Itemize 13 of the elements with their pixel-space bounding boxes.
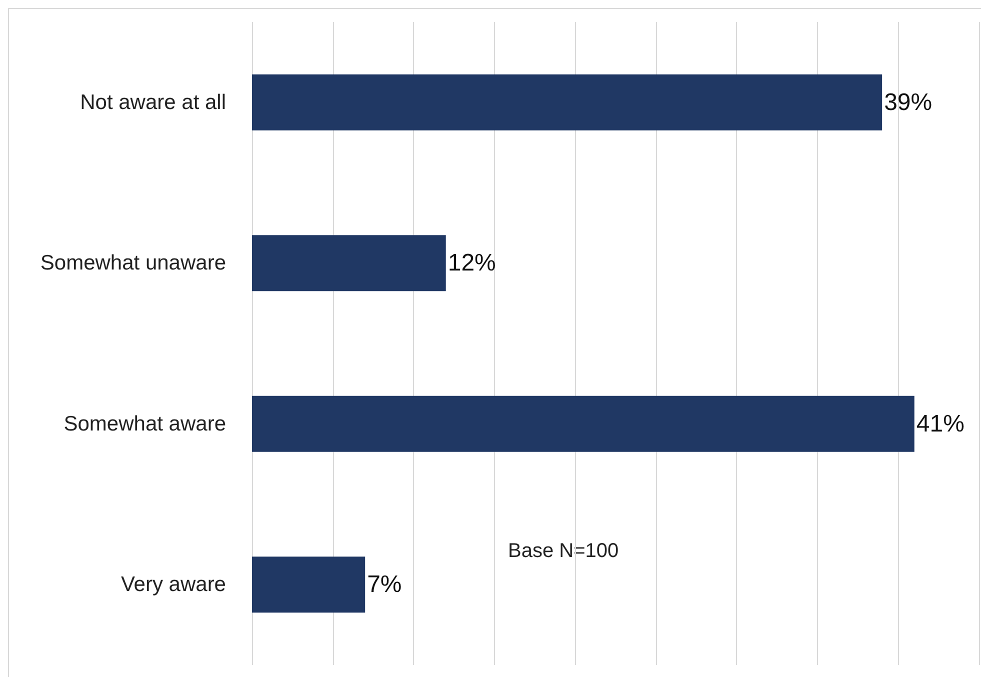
- y-tick-label: Not aware at all: [80, 90, 226, 114]
- y-tick-label: Somewhat unaware: [40, 252, 226, 275]
- data-label: 7%: [367, 571, 402, 598]
- data-label: 39%: [884, 88, 932, 116]
- y-tick-label: Very aware: [120, 573, 226, 596]
- data-label: 12%: [448, 250, 496, 277]
- bar: [252, 74, 882, 130]
- bar: [252, 396, 914, 452]
- y-tick-label: Somewhat aware: [64, 412, 226, 436]
- bar: [252, 235, 446, 292]
- annotation: Base N=100: [508, 540, 619, 562]
- bar: [252, 556, 366, 613]
- data-label: 41%: [916, 410, 964, 438]
